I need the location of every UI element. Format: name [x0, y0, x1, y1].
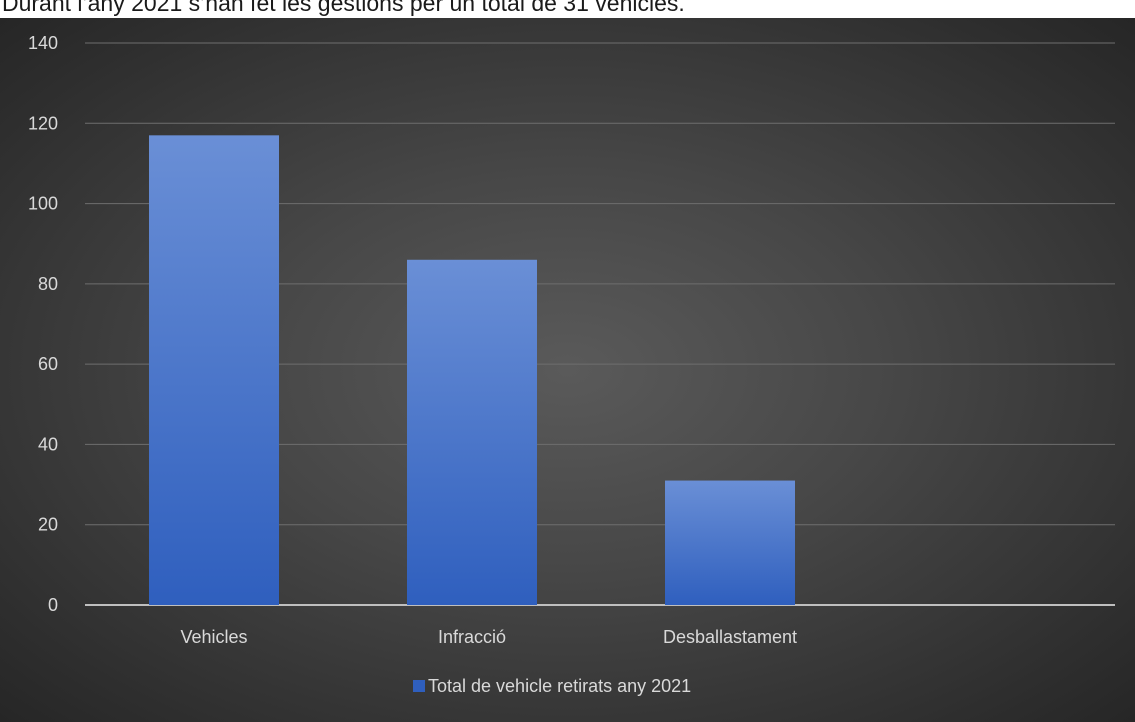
bars: [149, 135, 795, 605]
bar-vehicles: [149, 135, 279, 605]
y-tick-label: 80: [38, 274, 58, 294]
legend: Total de vehicle retirats any 2021: [413, 676, 691, 696]
y-tick-label: 120: [28, 113, 58, 133]
x-tick-label: Infracció: [438, 627, 506, 647]
y-tick-label: 100: [28, 194, 58, 214]
bar-chart: 0 20 40 60 80 100 120 140 Vehicles Infracció Desb…: [28, 33, 1115, 696]
y-tick-label: 0: [48, 595, 58, 615]
legend-swatch: [413, 680, 425, 692]
y-tick-label: 140: [28, 33, 58, 53]
chart-area: 0 20 40 60 80 100 120 140 Vehicles Infracció Desb…: [0, 18, 1135, 722]
x-tick-label: Desballastament: [663, 627, 797, 647]
caption-text: Durant l’any 2021 s’han fet les gestions…: [2, 0, 685, 16]
bar-desballastament: [665, 480, 795, 605]
y-tick-label: 60: [38, 354, 58, 374]
bar-infracció: [407, 259, 537, 605]
y-axis-ticks: 0 20 40 60 80 100 120 140: [28, 33, 58, 615]
x-tick-label: Vehicles: [180, 627, 247, 647]
x-axis-ticks: Vehicles Infracció Desballastament: [180, 627, 797, 647]
legend-label: Total de vehicle retirats any 2021: [428, 676, 691, 696]
y-tick-label: 40: [38, 434, 58, 454]
y-tick-label: 20: [38, 515, 58, 535]
